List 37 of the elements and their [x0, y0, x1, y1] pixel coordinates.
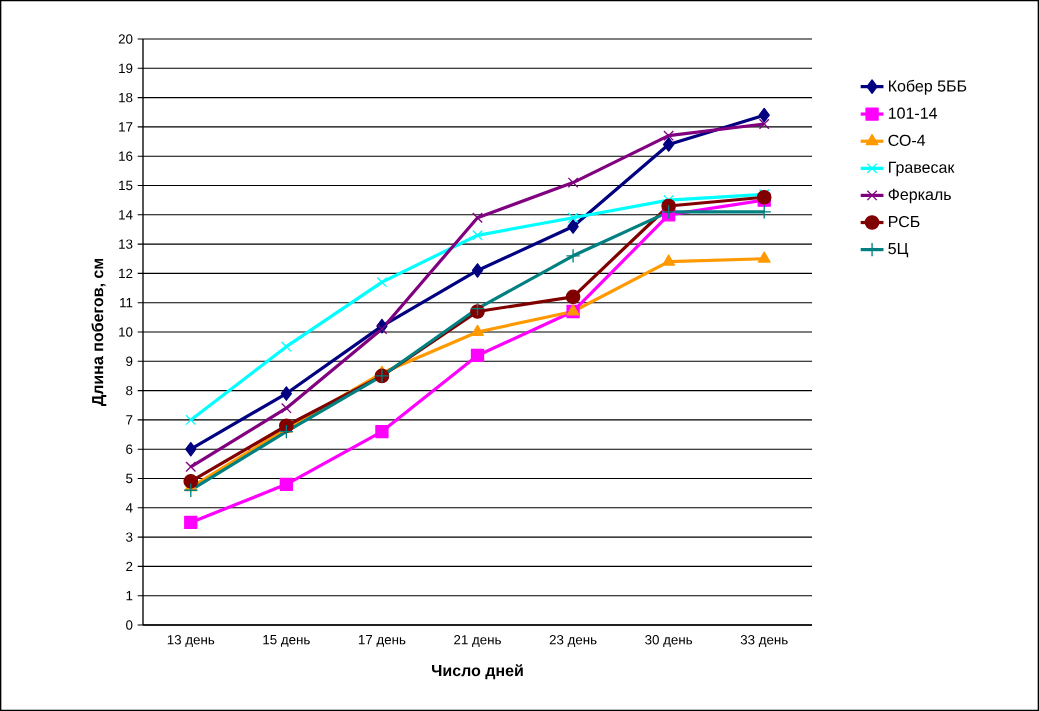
y-tick-label: 17 — [119, 122, 133, 132]
y-tick-label: 15 — [119, 180, 133, 191]
legend-label: Феркаль — [888, 188, 951, 204]
y-tick-label: 18 — [119, 92, 133, 103]
x-tick-label: 33 день — [740, 635, 788, 648]
y-tick-label: 9 — [126, 356, 133, 367]
legend-label: Гравесак — [889, 161, 955, 177]
y-tick-label: 13 — [119, 239, 133, 249]
y-tick-label: 5 — [126, 473, 133, 484]
y-tick-label: 4 — [125, 503, 133, 513]
legend-label: Кобер 5ББ — [889, 79, 967, 95]
y-tick-label: 11 — [120, 298, 133, 308]
legend-label: СО-4 — [888, 134, 926, 146]
x-tick-label: 30 день — [645, 635, 693, 648]
x-tick-label: 21 день — [454, 635, 501, 648]
y-tick-label: 19 — [119, 63, 133, 74]
x-tick-label: 15 день — [263, 635, 310, 647]
y-tick-label: 8 — [126, 385, 133, 396]
legend-label: РСБ — [889, 215, 920, 228]
y-tick-label: 10 — [119, 327, 133, 337]
y-tick-label: 7 — [126, 415, 133, 425]
legend-label: 5Ц — [888, 243, 909, 258]
y-tick-label: 6 — [126, 444, 133, 454]
y-tick-label: 1 — [126, 591, 133, 601]
legend-label: 101-14 — [888, 107, 938, 119]
y-tick-label: 14 — [119, 210, 133, 220]
x-axis-title: Число дней — [432, 664, 523, 680]
y-tick-label: 12 — [119, 268, 133, 279]
x-tick-label: 23 день — [549, 635, 597, 648]
y-tick-label: 0 — [126, 620, 133, 630]
y-tick-label: 20 — [118, 34, 133, 44]
y-tick-label: 3 — [126, 532, 133, 542]
x-tick-label: 13 день — [167, 635, 215, 648]
x-tick-label: 17 день — [358, 635, 406, 647]
y-tick-label: 16 — [119, 151, 133, 161]
y-tick-label: 2 — [126, 561, 133, 572]
y-axis-title: Длина побегов, см — [91, 258, 107, 407]
